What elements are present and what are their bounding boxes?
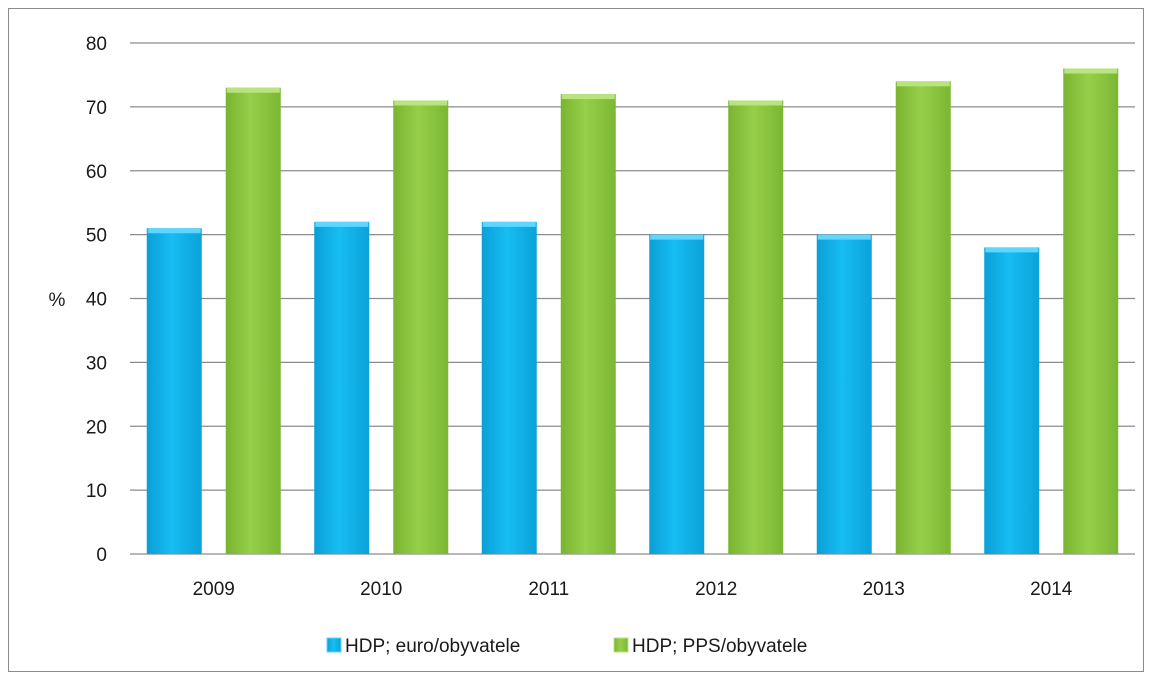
legend-swatch [326,637,342,653]
bar-body [481,221,537,554]
bar-body [728,100,784,555]
y-tick-label: 70 [86,98,107,119]
gridlines [130,42,1135,555]
bar-pps-2012 [728,100,784,555]
legend-item: HDP; PPS/obyvatele [613,636,807,657]
bar-cap [985,247,1039,253]
y-tick-label: 40 [86,290,107,311]
x-tick-label: 2014 [1030,579,1073,600]
legend: HDP; euro/obyvatele HDP; PPS/obyvatele [326,636,807,657]
bar-euro-2009 [146,228,202,555]
bar-cap [650,234,704,240]
y-tick-label: 60 [86,162,107,183]
bar-euro-2010 [314,221,370,554]
y-tick-label: 30 [86,353,107,374]
y-axis-label: % [49,290,66,311]
y-tick-label: 10 [86,481,107,502]
bars [146,68,1119,555]
bar-cap [147,228,201,234]
bar-cap [896,81,950,87]
bar-cap [729,100,783,106]
bar-body [560,94,616,554]
bar-body [225,87,281,555]
bar-euro-2011 [481,221,537,554]
bar-pps-2009 [225,87,281,555]
bar-cap [315,221,369,227]
bar-body [649,234,705,554]
legend-swatch [613,637,629,653]
bar-euro-2013 [816,234,872,554]
bar-body [146,228,202,555]
bar-body [816,234,872,554]
bar-cap [561,94,615,100]
bar-pps-2010 [393,100,449,555]
bar-cap [482,221,536,227]
x-tick-label: 2009 [193,579,235,600]
bar-body [895,81,951,554]
y-tick-label: 20 [86,417,107,438]
bar-cap [394,100,448,106]
bar-pps-2011 [560,94,616,554]
x-tick-label: 2013 [863,579,905,600]
bar-cap [817,234,871,240]
x-tick-label: 2011 [528,579,569,600]
bar-body [1063,68,1119,555]
y-tick-labels: 0 10 20 30 40 50 60 70 80 [86,34,107,566]
bar-body [984,247,1040,554]
legend-item: HDP; euro/obyvatele [326,636,520,657]
y-tick-label: 0 [96,545,107,566]
bar-body [314,221,370,554]
bar-cap [1064,68,1118,74]
x-tick-label: 2012 [695,579,737,600]
legend-label: HDP; PPS/obyvatele [632,636,807,657]
bar-cap [226,87,280,93]
bar-euro-2012 [649,234,705,554]
bar-pps-2014 [1063,68,1119,555]
legend-label: HDP; euro/obyvatele [345,636,520,657]
y-tick-label: 50 [86,226,107,247]
bar-pps-2013 [895,81,951,554]
x-tick-labels: 2009 2010 2011 2012 2013 2014 [193,579,1073,600]
bar-body [393,100,449,555]
x-tick-label: 2010 [360,579,402,600]
bar-euro-2014 [984,247,1040,554]
y-tick-label: 80 [86,34,107,55]
